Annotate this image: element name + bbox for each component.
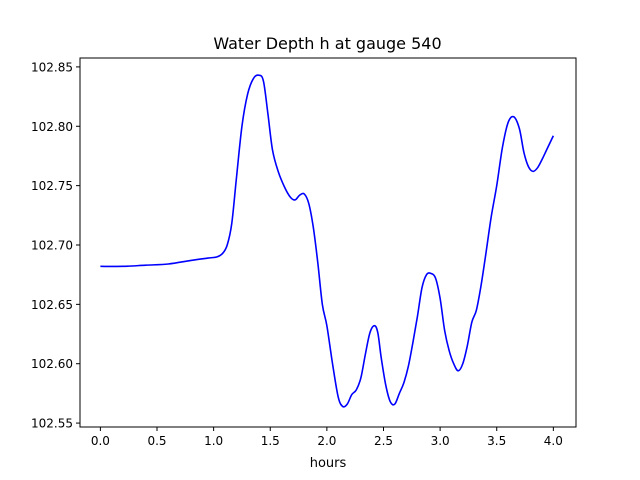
- axes-frame: [79, 57, 577, 428]
- x-tick-label: 3.0: [431, 434, 450, 448]
- y-axis: 102.55 102.60 102.65 102.70 102.75 102.80 102.…: [31, 60, 80, 431]
- y-tick-label: 102.85: [31, 60, 73, 74]
- y-tick-label: 102.55: [31, 417, 73, 431]
- x-tick-label: 3.5: [487, 434, 506, 448]
- chart-title: Water Depth h at gauge 540: [213, 34, 441, 53]
- y-tick-label: 102.75: [31, 179, 73, 193]
- x-tick-label: 1.0: [204, 434, 223, 448]
- x-tick-label: 0.5: [147, 434, 166, 448]
- x-tick-label: 2.5: [374, 434, 393, 448]
- plot-area: [100, 74, 555, 408]
- y-tick-label: 102.60: [31, 357, 73, 371]
- x-tick-label: 2.0: [317, 434, 336, 448]
- x-axis: 0.0 0.5 1.0 1.5 2.0 2.5 3.0 3.5 4.0: [91, 427, 563, 448]
- y-tick-label: 102.70: [31, 238, 73, 252]
- x-axis-label: hours: [310, 456, 347, 471]
- y-tick-label: 102.65: [31, 298, 73, 312]
- series-line: [100, 74, 555, 408]
- x-tick-label: 4.0: [544, 434, 563, 448]
- x-tick-label: 0.0: [91, 434, 110, 448]
- x-tick-label: 1.5: [261, 434, 280, 448]
- y-tick-label: 102.80: [31, 120, 73, 134]
